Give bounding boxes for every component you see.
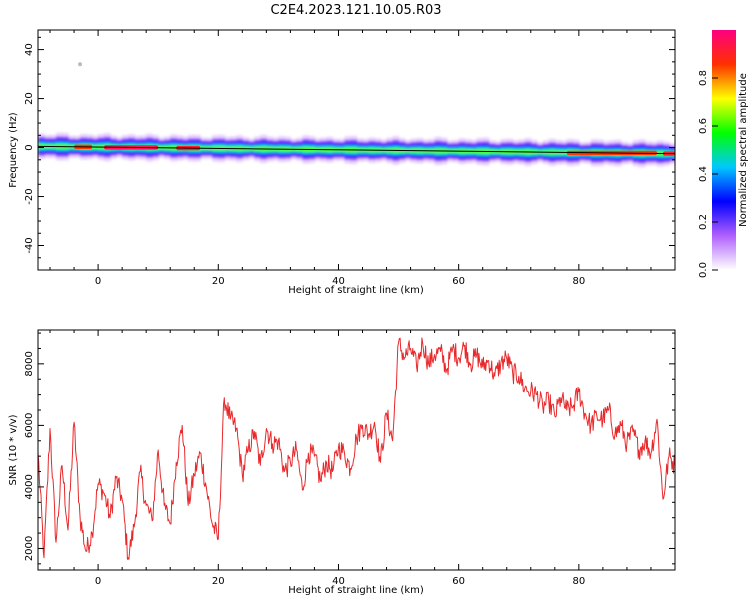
spectrogram-x-tick-label: 60 [452,276,465,287]
spectrogram-y-tick-label: 0 [24,144,35,150]
colorbar-tick-label: 0.0 [698,262,709,278]
colorbar-tick-label: 0.6 [698,118,709,134]
spectrogram-x-tick-label: 40 [332,276,345,287]
colorbar-tick-label: 0.8 [698,70,709,86]
figure-title: C2E4.2023.121.10.05.R03 [270,3,441,18]
snr-x-tick-label: 60 [452,576,465,587]
snr-y-tick-label: 8000 [24,351,35,376]
snr-y-axis-label: SNR (10 * v/v) [8,414,19,485]
snr-x-tick-label: 40 [332,576,345,587]
colorbar-ticks: 0.0 0.2 0.4 0.6 0.8 [698,70,718,278]
peak-frequency-line [38,145,675,155]
spectrogram-y-axis-label: Frequency (Hz) [8,112,19,188]
colorbar-tick-label: 0.2 [698,214,709,230]
snr-series-line [38,337,675,560]
spectrogram-x-tick-label: 0 [95,276,101,287]
colorbar-label: Normalized spectral amplitude [738,73,749,227]
spectrogram-panel: 0 20 40 60 80 -40 -20 0 20 40 Height of straight … [8,29,676,296]
colorbar: 0.0 0.2 0.4 0.6 0.8 Normalized spectral ampl… [698,30,749,278]
snr-x-tick-label: 80 [572,576,585,587]
spectrogram-heatmap [38,62,675,168]
snr-x-tick-label: 20 [212,576,225,587]
colorbar-tick-label: 0.4 [698,166,709,182]
spectrogram-y-tick-label: 40 [24,43,35,56]
snr-x-axis-label: Height of straight line (km) [288,585,424,596]
snr-panel: 0 20 40 60 80 2000 4000 6000 8000 Height of stra… [8,329,676,596]
snr-y-tick-label: 4000 [24,474,35,499]
spectrogram-y-tick-label: -40 [24,237,35,253]
spectrogram-x-axis-label: Height of straight line (km) [288,285,424,296]
spectrogram-frame [37,29,676,271]
snr-y-tick-label: 6000 [24,413,35,438]
snr-y-tick-label: 2000 [24,536,35,561]
colorbar-scale [712,30,736,270]
spectrogram-y-tick-label: 20 [24,92,35,105]
spectrogram-x-tick-label: 80 [572,276,585,287]
snr-ticks: 0 20 40 60 80 2000 4000 6000 8000 [24,330,676,587]
snr-x-tick-label: 0 [95,576,101,587]
spectrogram-y-tick-label: -20 [24,188,35,204]
spectrogram-x-tick-label: 20 [212,276,225,287]
snr-background [38,330,675,570]
snr-frame [37,329,676,571]
heatmap-outlier-point [78,62,83,67]
